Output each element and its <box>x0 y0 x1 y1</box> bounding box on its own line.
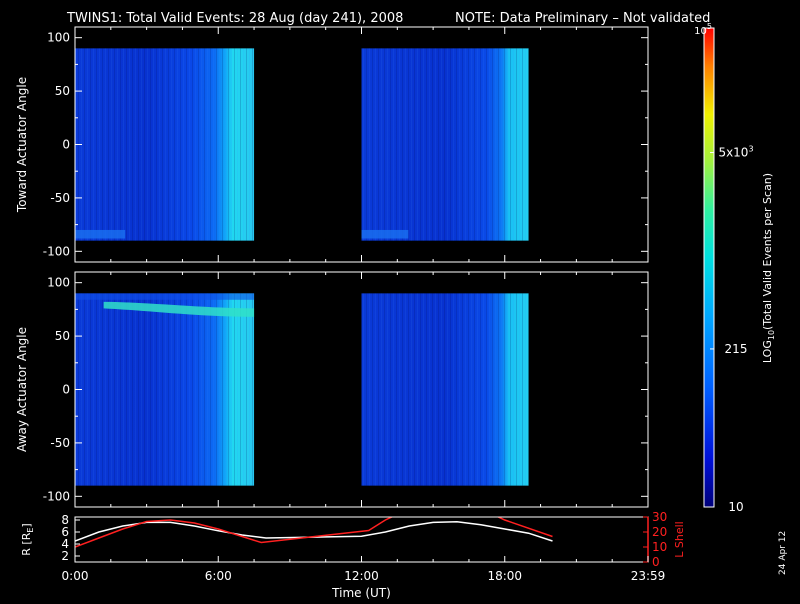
x-tick-label: 12:00 <box>344 569 379 583</box>
y-tick-label: 0 <box>62 383 70 397</box>
colorbar-tick-label: 215 <box>725 342 748 356</box>
left-axis-label-end: ] <box>20 523 33 527</box>
data-texture <box>361 293 529 486</box>
left-tick-label: 4 <box>61 537 69 551</box>
colorbar-tick-sup: 3 <box>748 145 753 154</box>
x-tick-label: 23:59 <box>631 569 666 583</box>
x-tick-label: 18:00 <box>487 569 522 583</box>
left-axis-label-sub: E <box>26 528 35 533</box>
x-tick-label: 6:00 <box>205 569 232 583</box>
away-angle-panel: 100 50 0 -50 -100 Away Actuator Angle <box>15 271 649 508</box>
date-stamp: 24 Apr 12 <box>778 531 788 575</box>
left-tick-label: 8 <box>61 513 69 527</box>
right-tick-label: 10 <box>652 540 667 554</box>
colorbar: 10 215 5x103 10 5 LOG10(Total Valid Events pe… <box>694 22 776 514</box>
right-tick-label: 30 <box>652 510 667 524</box>
right-tick-label: 0 <box>652 555 660 569</box>
colorbar-tick-label: 5x103 <box>718 145 753 160</box>
series-l-shell <box>75 517 553 548</box>
series-r <box>75 521 553 542</box>
right-tick-label: 20 <box>652 525 667 539</box>
right-axis-label: L Shell <box>673 521 686 557</box>
data-texture <box>75 293 255 486</box>
y-tick-label: 0 <box>62 138 70 152</box>
preliminary-note: NOTE: Data Preliminary – Not validated <box>455 11 710 26</box>
top-edge-band <box>75 293 255 300</box>
y-tick-label: 50 <box>55 329 70 343</box>
y-tick-label: 100 <box>47 276 70 290</box>
left-tick-label: 6 <box>61 525 69 539</box>
colorbar-label-rest: (Total Valid Events per Scan) <box>761 173 774 330</box>
low-angle-band <box>75 229 126 239</box>
figure-title: TWINS1: Total Valid Events: 28 Aug (day … <box>66 11 403 26</box>
colorbar-label-sub: 10 <box>767 330 776 340</box>
y-tick-label: 50 <box>55 84 70 98</box>
y-tick-label: -100 <box>43 244 70 258</box>
panel-frame <box>74 516 649 563</box>
y-tick-label: -100 <box>43 489 70 503</box>
left-axis-label: R [RE] <box>20 523 35 555</box>
y-tick-label: 100 <box>47 31 70 45</box>
low-angle-band <box>361 229 409 239</box>
colorbar-tick-label: 10 <box>728 500 743 514</box>
x-tick-label: 0:00 <box>62 569 89 583</box>
left-tick-label: 2 <box>61 549 69 563</box>
y-axis-label: Away Actuator Angle <box>15 327 29 452</box>
colorbar-gradient <box>704 28 714 507</box>
colorbar-tick-sup: 5 <box>707 22 712 31</box>
y-tick-label: -50 <box>50 191 70 205</box>
toward-angle-panel: 100 50 0 -50 -100 Toward Actuator Angle <box>15 26 649 263</box>
high-angle-band <box>103 301 255 317</box>
colorbar-label: LOG10(Total Valid Events per Scan) <box>761 173 776 363</box>
data-texture <box>75 48 255 241</box>
y-tick-label: -50 <box>50 436 70 450</box>
data-texture <box>361 48 529 241</box>
colorbar-frame <box>703 27 715 508</box>
x-axis-label: Time (UT) <box>331 586 391 600</box>
y-axis-label: Toward Actuator Angle <box>15 77 29 213</box>
